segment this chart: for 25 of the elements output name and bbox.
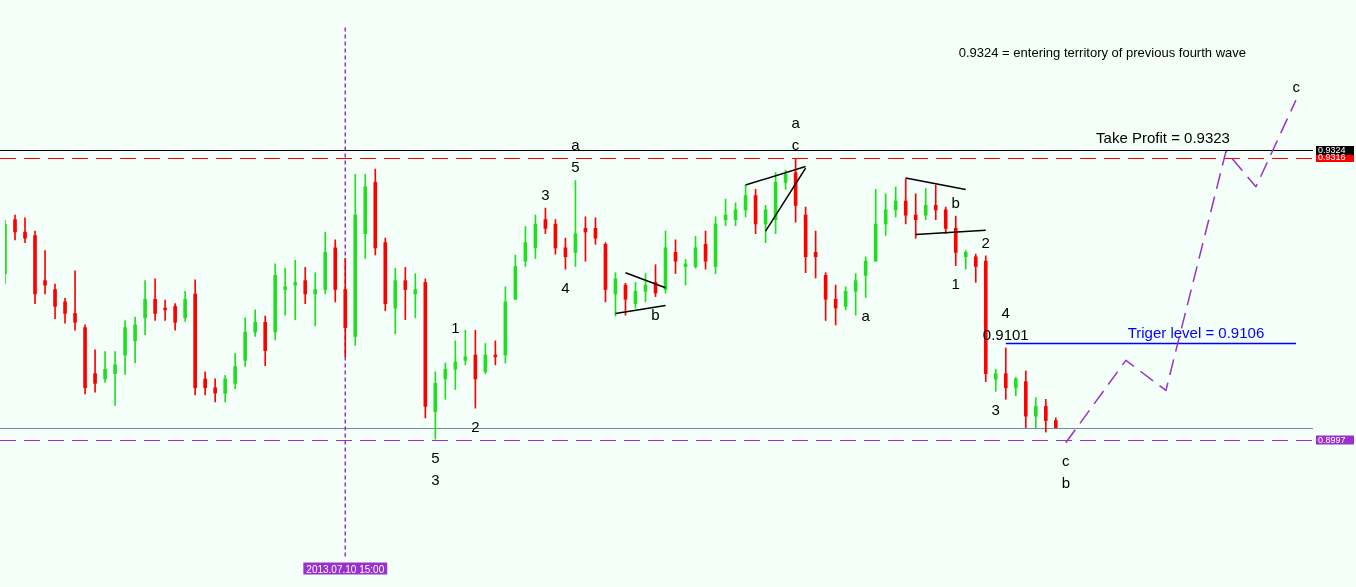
annotation: 5 bbox=[571, 158, 580, 176]
annotation: 0.9324 = entering territory of previous fourth wave bbox=[958, 44, 1246, 60]
annotation: 1 bbox=[451, 318, 460, 336]
annotation: b bbox=[951, 193, 960, 211]
annotation: c bbox=[791, 136, 800, 154]
annotation: b bbox=[1061, 474, 1070, 492]
annotation: b bbox=[651, 306, 660, 324]
x-tick-label: 2013.07.10 15:00 bbox=[306, 564, 385, 576]
annotation: a bbox=[571, 136, 581, 154]
data-label: Triger level = 0.9106 bbox=[1127, 324, 1265, 342]
annotation: a bbox=[861, 307, 871, 325]
annotation: c bbox=[1062, 452, 1071, 470]
annotation: 1 bbox=[951, 275, 960, 293]
y-tick-label: 0.8997 bbox=[1318, 434, 1346, 445]
annotation: 4 bbox=[561, 278, 570, 296]
annotation: 2 bbox=[981, 233, 990, 251]
annotation: a bbox=[791, 114, 801, 132]
annotation: 3 bbox=[991, 400, 1000, 418]
annotation: 3 bbox=[541, 185, 550, 203]
annotation: c bbox=[1292, 77, 1301, 95]
annotation: 3 bbox=[431, 470, 440, 488]
annotation: 5 bbox=[431, 448, 440, 466]
annotation: 2 bbox=[471, 417, 480, 435]
annotation: 4 bbox=[1001, 303, 1010, 321]
annotation: Take Profit = 0.9323 bbox=[1096, 129, 1230, 147]
